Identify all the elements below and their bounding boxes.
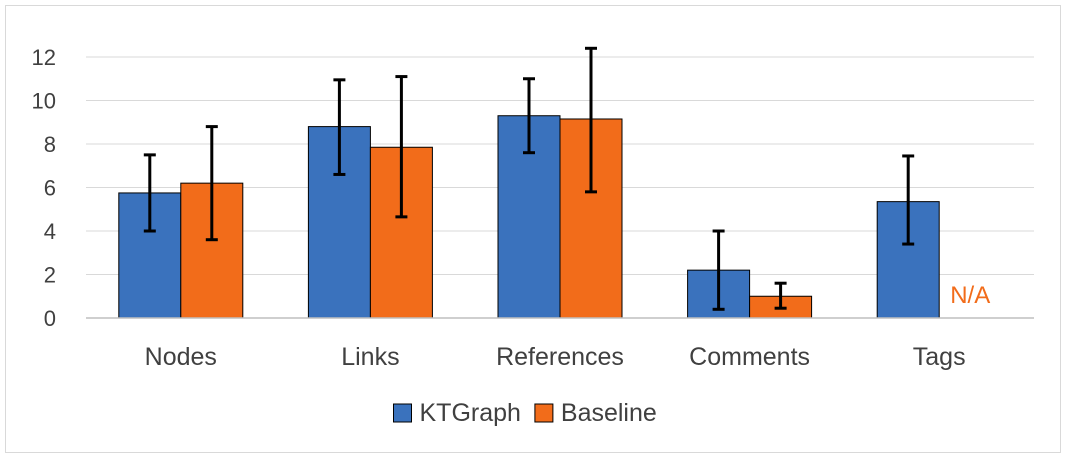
legend: KTGraph Baseline bbox=[393, 399, 657, 427]
legend-label-ktgraph: KTGraph bbox=[420, 399, 521, 427]
x-category-label: Links bbox=[341, 343, 399, 371]
legend-swatch-ktgraph bbox=[393, 403, 412, 423]
y-tick-label: 10 bbox=[32, 89, 56, 114]
y-tick-label: 6 bbox=[44, 176, 56, 201]
chart-frame: 0 2 4 6 8 10 12 Nodes Links References Comments N/A… bbox=[5, 5, 1061, 453]
legend-label-baseline: Baseline bbox=[561, 399, 657, 427]
x-category-label: Tags bbox=[913, 343, 966, 371]
error-bars bbox=[143, 46, 915, 311]
y-tick-label: 12 bbox=[32, 45, 56, 70]
legend-swatch-baseline bbox=[534, 403, 554, 423]
bar-chart: 0 2 4 6 8 10 12 Nodes Links References Comments N/A… bbox=[32, 45, 1034, 427]
y-tick-label: 8 bbox=[44, 132, 56, 157]
na-annotation: N/A bbox=[950, 282, 990, 309]
y-tick-label: 4 bbox=[44, 219, 56, 244]
x-category-label: References bbox=[496, 343, 624, 371]
x-category-label: Nodes bbox=[145, 343, 217, 371]
labels: 0 2 4 6 8 10 12 Nodes Links References Comments N/A… bbox=[32, 45, 991, 371]
x-category-label: Comments bbox=[689, 343, 810, 371]
y-tick-label: 0 bbox=[44, 306, 56, 331]
y-tick-label: 2 bbox=[44, 263, 56, 288]
